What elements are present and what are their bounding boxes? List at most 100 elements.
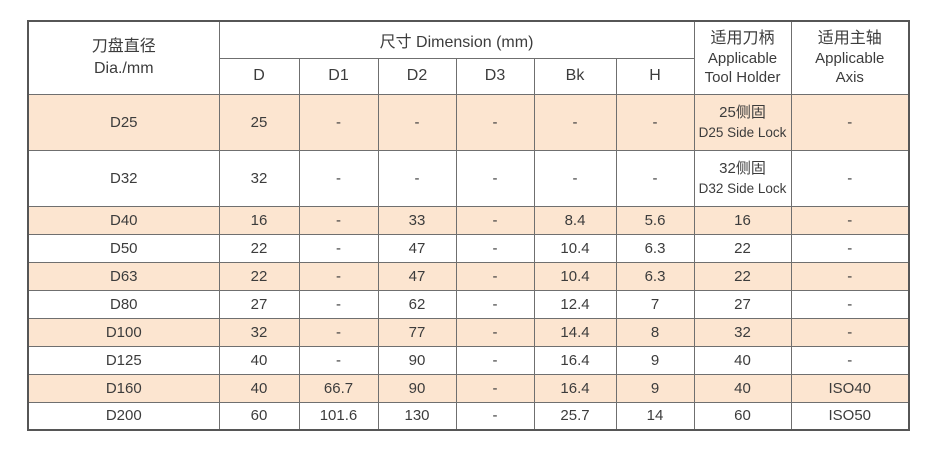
col-header-axis-en2: Axis — [835, 68, 864, 86]
tool-holder-cell: 16 — [693, 205, 792, 235]
axis-cell: - — [790, 205, 910, 235]
col-header-d: D — [218, 57, 300, 95]
tool-holder-cell: 27 — [693, 289, 792, 319]
dim-cell: - — [455, 317, 535, 347]
dim-cell: 16.4 — [533, 345, 617, 375]
dim-cell: - — [298, 289, 379, 319]
axis-cell: ISO40 — [790, 373, 910, 403]
dim-cell: 47 — [377, 233, 457, 263]
table-row-d160: D160 40 66.7 90 - 16.4 9 40 ISO40 — [27, 373, 910, 403]
table-row-d63: D63 22 - 47 - 10.4 6.3 22 - — [27, 261, 910, 291]
col-header-diameter-en: Dia./mm — [93, 59, 154, 77]
dim-cell: 16 — [218, 205, 300, 235]
dim-cell: - — [298, 149, 379, 207]
table-header: 刀盘直径 Dia./mm 尺寸 Dimension (mm) 适用刀柄 Appl… — [27, 20, 910, 95]
tool-holder-cell: 40 — [693, 345, 792, 375]
col-header-axis-en1: Applicable — [815, 49, 885, 67]
dim-cell: 10.4 — [533, 261, 617, 291]
dim-cell: - — [377, 93, 457, 151]
dim-cell: - — [455, 345, 535, 375]
dim-cell: - — [533, 93, 617, 151]
row-label-cell: D160 — [27, 373, 220, 403]
dim-cell: 40 — [218, 373, 300, 403]
col-header-axis: 适用主轴 Applicable Axis — [790, 20, 910, 95]
header-row-dims: D D1 D2 D3 Bk H — [28, 57, 909, 95]
table-row-d25: D25 25 - - - - - 25侧固 D25 Side Lock - — [27, 93, 910, 151]
dim-cell: 27 — [218, 289, 300, 319]
dim-cell: 12.4 — [533, 289, 617, 319]
dim-cell: - — [377, 149, 457, 207]
axis-cell: - — [790, 149, 910, 207]
dim-cell: 77 — [377, 317, 457, 347]
axis-cell: - — [790, 317, 910, 347]
dim-cell: 9 — [615, 373, 695, 403]
dim-cell: 6.3 — [615, 261, 695, 291]
col-header-tool-holder-en2: Tool Holder — [704, 68, 781, 86]
tool-holder-cn: 32侧固 — [719, 159, 766, 177]
dim-cell: - — [533, 149, 617, 207]
col-header-bk: Bk — [533, 57, 617, 95]
dim-cell: 62 — [377, 289, 457, 319]
table-row-d80: D80 27 - 62 - 12.4 7 27 - — [27, 289, 910, 319]
dim-cell: 8 — [615, 317, 695, 347]
dim-cell: - — [298, 93, 379, 151]
table-row-d125: D125 40 - 90 - 16.4 9 40 - — [27, 345, 910, 375]
col-header-d2: D2 — [377, 57, 457, 95]
tool-holder-cell: 22 — [693, 233, 792, 263]
dim-cell: 90 — [377, 373, 457, 403]
dim-cell: 32 — [218, 149, 300, 207]
dim-cell: - — [455, 401, 535, 431]
dim-cell: 25.7 — [533, 401, 617, 431]
axis-cell: - — [790, 345, 910, 375]
row-label-cell: D25 — [27, 93, 220, 151]
dim-cell: 22 — [218, 261, 300, 291]
dim-cell: 9 — [615, 345, 695, 375]
col-header-d3: D3 — [455, 57, 535, 95]
table-row-d32: D32 32 - - - - - 32侧固 D32 Side Lock - — [27, 149, 910, 207]
dim-cell: 33 — [377, 205, 457, 235]
col-header-diameter: 刀盘直径 Dia./mm — [27, 20, 220, 95]
table-body: D25 25 - - - - - 25侧固 D25 Side Lock - D3… — [27, 93, 910, 431]
dim-cell: 47 — [377, 261, 457, 291]
tool-holder-cell: 22 — [693, 261, 792, 291]
dim-cell: 32 — [218, 317, 300, 347]
axis-cell: - — [790, 93, 910, 151]
table-row-d50: D50 22 - 47 - 10.4 6.3 22 - — [27, 233, 910, 263]
row-label-cell: D32 — [27, 149, 220, 207]
dim-cell: 7 — [615, 289, 695, 319]
row-label-cell: D63 — [27, 261, 220, 291]
tool-holder-en: D25 Side Lock — [698, 125, 787, 141]
dim-cell: 66.7 — [298, 373, 379, 403]
dim-cell: 14.4 — [533, 317, 617, 347]
dim-cell: - — [298, 261, 379, 291]
dim-cell: 90 — [377, 345, 457, 375]
col-header-d1: D1 — [298, 57, 379, 95]
dim-cell: 40 — [218, 345, 300, 375]
col-header-tool-holder: 适用刀柄 Applicable Tool Holder — [693, 20, 792, 95]
col-header-tool-holder-cn: 适用刀柄 — [710, 30, 775, 48]
dim-cell: 22 — [218, 233, 300, 263]
row-label-cell: D125 — [27, 345, 220, 375]
row-label-cell: D40 — [27, 205, 220, 235]
dim-cell: - — [455, 373, 535, 403]
table-row-d200: D200 60 101.6 130 - 25.7 14 60 ISO50 — [27, 401, 910, 431]
axis-cell: ISO50 — [790, 401, 910, 431]
row-label-cell: D200 — [27, 401, 220, 431]
dim-cell: - — [298, 205, 379, 235]
dim-cell: 8.4 — [533, 205, 617, 235]
dim-cell: 101.6 — [298, 401, 379, 431]
dim-cell: 5.6 — [615, 205, 695, 235]
row-label-cell: D100 — [27, 317, 220, 347]
dim-cell: - — [615, 149, 695, 207]
dim-cell: 14 — [615, 401, 695, 431]
col-header-axis-cn: 适用主轴 — [817, 30, 882, 48]
dim-cell: - — [455, 233, 535, 263]
header-row-group: 刀盘直径 Dia./mm 尺寸 Dimension (mm) 适用刀柄 Appl… — [27, 20, 910, 95]
dim-cell: 6.3 — [615, 233, 695, 263]
tool-holder-cn: 25侧固 — [719, 103, 766, 121]
dim-cell: 25 — [218, 93, 300, 151]
col-header-h: H — [615, 57, 695, 95]
dim-cell: - — [455, 289, 535, 319]
dim-cell: - — [298, 317, 379, 347]
dim-cell: 10.4 — [533, 233, 617, 263]
